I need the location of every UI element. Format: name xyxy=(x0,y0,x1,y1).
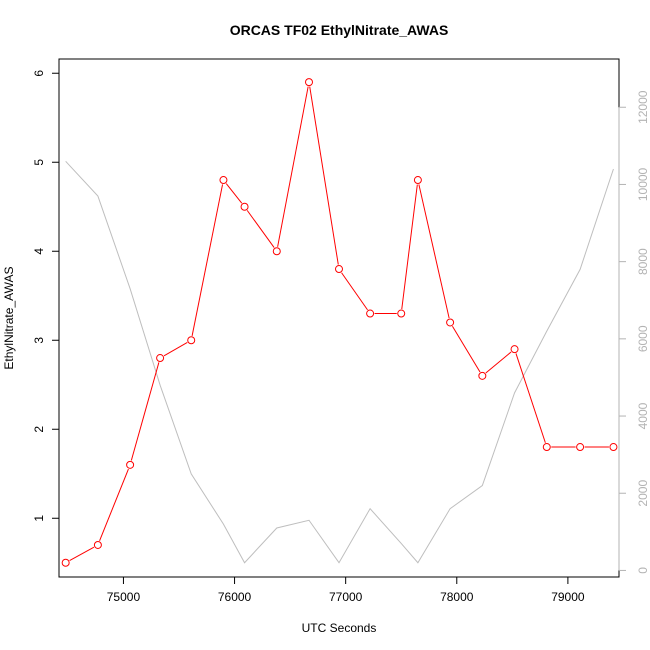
x-axis-label: UTC Seconds xyxy=(302,621,377,635)
x-tick-label: 77000 xyxy=(329,590,363,604)
series-segment xyxy=(485,351,512,374)
data-point xyxy=(542,443,551,452)
series-segment xyxy=(69,546,95,562)
data-point xyxy=(478,371,487,380)
series-segment xyxy=(341,272,368,311)
data-point xyxy=(126,460,135,469)
y2-tick-label: 2000 xyxy=(636,480,650,507)
y-tick-label: 1 xyxy=(32,515,46,522)
data-point xyxy=(93,540,102,549)
series-line xyxy=(65,160,614,564)
y2-tick-label: 8000 xyxy=(636,248,650,275)
series-segment xyxy=(401,184,418,310)
data-point xyxy=(240,202,249,211)
series-segment xyxy=(99,468,129,541)
y2-tick-label: 10000 xyxy=(636,167,650,201)
data-point xyxy=(397,309,406,318)
series-segment xyxy=(515,353,546,443)
series-segment xyxy=(452,326,481,373)
y2-tick-label: 0 xyxy=(636,567,650,574)
y-axis-label: EthylNitrate_AWAS xyxy=(2,266,16,369)
data-point xyxy=(305,78,313,87)
series-segment xyxy=(309,86,339,265)
y-tick-label: 3 xyxy=(32,337,46,344)
y-tick-label: 4 xyxy=(32,248,46,255)
data-point xyxy=(156,354,165,363)
y2-tick-label: 4000 xyxy=(636,402,650,429)
y-tick-label: 5 xyxy=(32,159,46,166)
series-segment xyxy=(246,210,275,248)
series-segment xyxy=(163,342,188,357)
data-point xyxy=(576,443,585,452)
data-point xyxy=(366,309,375,318)
data-point xyxy=(510,345,519,354)
series-segment xyxy=(418,184,450,319)
x-tick-label: 79000 xyxy=(551,590,585,604)
data-point xyxy=(446,318,455,327)
data-point xyxy=(609,443,618,452)
data-point xyxy=(219,176,228,185)
data-point xyxy=(335,265,343,274)
series-segment xyxy=(225,183,243,204)
x-tick-label: 76000 xyxy=(218,590,252,604)
y-tick-label: 6 xyxy=(32,70,46,77)
x-tick-label: 78000 xyxy=(440,590,474,604)
chart-title: ORCAS TF02 EthylNitrate_AWAS xyxy=(230,22,449,38)
series-segment xyxy=(130,362,160,461)
data-point xyxy=(413,176,422,185)
y-tick-label: 2 xyxy=(32,426,46,433)
y2-tick-label: 12000 xyxy=(636,90,650,124)
data-point xyxy=(187,336,196,345)
x-tick-label: 75000 xyxy=(107,590,141,604)
y2-tick-label: 6000 xyxy=(636,325,650,352)
series-segment xyxy=(277,86,309,247)
series-segment xyxy=(191,184,224,336)
data-point xyxy=(272,247,281,256)
data-point xyxy=(61,558,70,567)
plot-frame xyxy=(58,58,620,578)
